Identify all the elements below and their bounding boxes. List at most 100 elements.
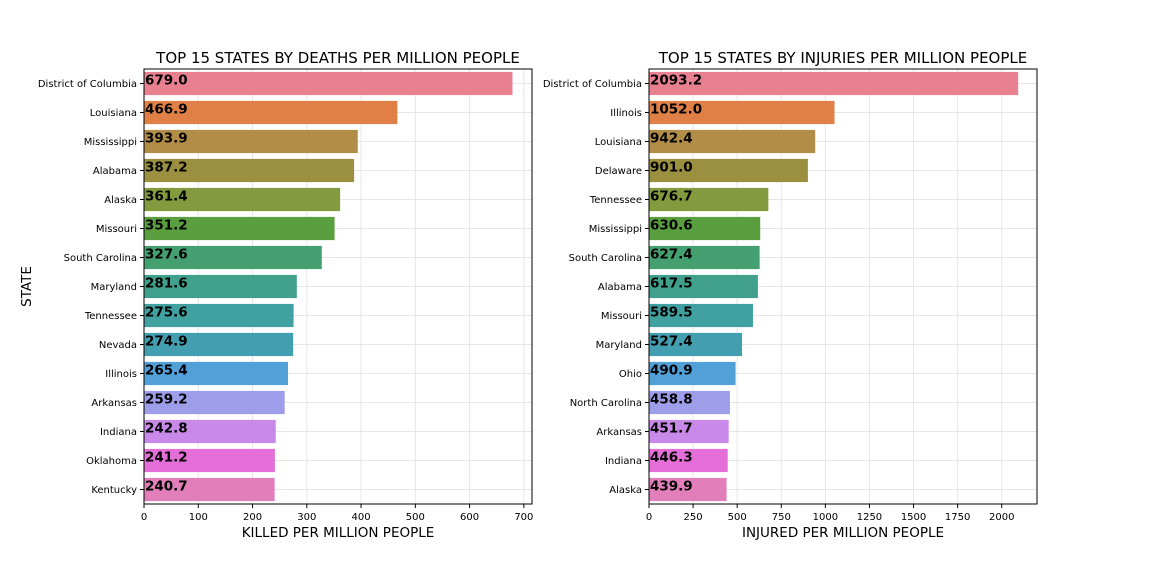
x-tick-label: 1250 — [857, 512, 882, 523]
value-label: 275.6 — [145, 305, 188, 321]
category-label: Illinois — [105, 369, 137, 380]
bar — [649, 100, 835, 125]
value-label: 327.6 — [145, 247, 188, 263]
bar — [649, 71, 1019, 96]
bar — [144, 303, 294, 328]
category-label: Alaska — [104, 195, 137, 206]
category-label: Mississippi — [84, 137, 137, 148]
value-label: 265.4 — [145, 363, 188, 379]
value-label: 387.2 — [145, 160, 188, 176]
category-label: Arkansas — [596, 427, 642, 438]
bar — [649, 303, 753, 328]
category-label: Alabama — [598, 282, 642, 293]
category-label: Maryland — [91, 282, 137, 293]
value-label: 2093.2 — [650, 73, 702, 89]
category-label: North Carolina — [570, 398, 642, 409]
category-label: Maryland — [596, 340, 642, 351]
x-tick-label: 700 — [514, 512, 533, 523]
category-label: Indiana — [605, 456, 642, 467]
x-tick-label: 400 — [352, 512, 371, 523]
category-label: District of Columbia — [543, 79, 642, 90]
value-label: 679.0 — [145, 73, 188, 89]
bar — [649, 477, 727, 502]
bar — [144, 448, 275, 473]
x-axis-label: KILLED PER MILLION PEOPLE — [242, 525, 435, 541]
category-label: Illinois — [610, 108, 642, 119]
bar — [144, 187, 341, 212]
value-label: 274.9 — [145, 334, 188, 350]
category-label: Arkansas — [91, 398, 137, 409]
bar — [649, 158, 808, 183]
value-label: 241.2 — [145, 450, 188, 466]
bar — [144, 477, 275, 502]
x-tick-label: 100 — [189, 512, 208, 523]
value-label: 617.5 — [650, 276, 693, 292]
bar — [649, 216, 761, 241]
y-axis-label: STATE — [19, 266, 35, 307]
value-label: 458.8 — [650, 392, 693, 408]
bar — [649, 361, 736, 386]
x-tick-label: 0 — [141, 512, 147, 523]
value-label: 630.6 — [650, 218, 693, 234]
x-tick-label: 0 — [646, 512, 652, 523]
category-label: District of Columbia — [38, 79, 137, 90]
injuries-chart: 0 250 500 750 1000 1250 1500 1750 2000 District o… — [543, 49, 1038, 541]
axes-frame — [648, 68, 1038, 505]
x-tick-label: 200 — [243, 512, 262, 523]
value-label: 351.2 — [145, 218, 188, 234]
bar — [649, 129, 816, 154]
chart-title: TOP 15 STATES BY INJURIES PER MILLION PE… — [658, 49, 1027, 67]
category-label: South Carolina — [64, 253, 137, 264]
deaths-chart: 0 100 200 300 400 500 600 700 District of Columb… — [19, 49, 533, 541]
category-label: Missouri — [96, 224, 137, 235]
category-label: South Carolina — [569, 253, 642, 264]
value-label: 627.4 — [650, 247, 693, 263]
category-label: Missouri — [601, 311, 642, 322]
bar — [144, 100, 398, 125]
category-label: Louisiana — [595, 137, 642, 148]
value-label: 901.0 — [650, 160, 693, 176]
bar — [144, 245, 322, 270]
bar — [649, 187, 769, 212]
axes-frame — [143, 68, 533, 505]
bar — [144, 158, 355, 183]
bar — [144, 419, 276, 444]
category-label: Kentucky — [91, 485, 137, 496]
category-label: Delaware — [595, 166, 642, 177]
bar — [144, 274, 297, 299]
value-label: 676.7 — [650, 189, 693, 205]
value-label: 242.8 — [145, 421, 188, 437]
category-label: Indiana — [100, 427, 137, 438]
category-label: Oklahoma — [86, 456, 137, 467]
category-label: Tennessee — [84, 311, 137, 322]
x-axis-label: INJURED PER MILLION PEOPLE — [742, 525, 944, 541]
value-label: 451.7 — [650, 421, 693, 437]
value-label: 259.2 — [145, 392, 188, 408]
category-label: Mississippi — [589, 224, 642, 235]
bar — [144, 390, 285, 415]
value-label: 527.4 — [650, 334, 693, 350]
x-tick-label: 500 — [728, 512, 747, 523]
category-label: Nevada — [99, 340, 137, 351]
value-label: 240.7 — [145, 479, 188, 495]
bar — [649, 448, 728, 473]
bar — [144, 361, 289, 386]
value-label: 466.9 — [145, 102, 188, 118]
value-label: 361.4 — [145, 189, 188, 205]
value-label: 1052.0 — [650, 102, 702, 118]
value-label: 589.5 — [650, 305, 693, 321]
chart-title: TOP 15 STATES BY DEATHS PER MILLION PEOP… — [155, 49, 520, 67]
value-label: 439.9 — [650, 479, 693, 495]
value-label: 490.9 — [650, 363, 693, 379]
category-label: Ohio — [619, 369, 642, 380]
bar — [649, 419, 729, 444]
bar — [649, 390, 730, 415]
bar — [649, 245, 760, 270]
category-label: Louisiana — [90, 108, 137, 119]
x-tick-label: 750 — [772, 512, 791, 523]
category-label: Tennessee — [589, 195, 642, 206]
value-label: 942.4 — [650, 131, 693, 147]
x-tick-label: 1500 — [901, 512, 926, 523]
bar — [144, 129, 358, 154]
x-tick-label: 300 — [297, 512, 316, 523]
